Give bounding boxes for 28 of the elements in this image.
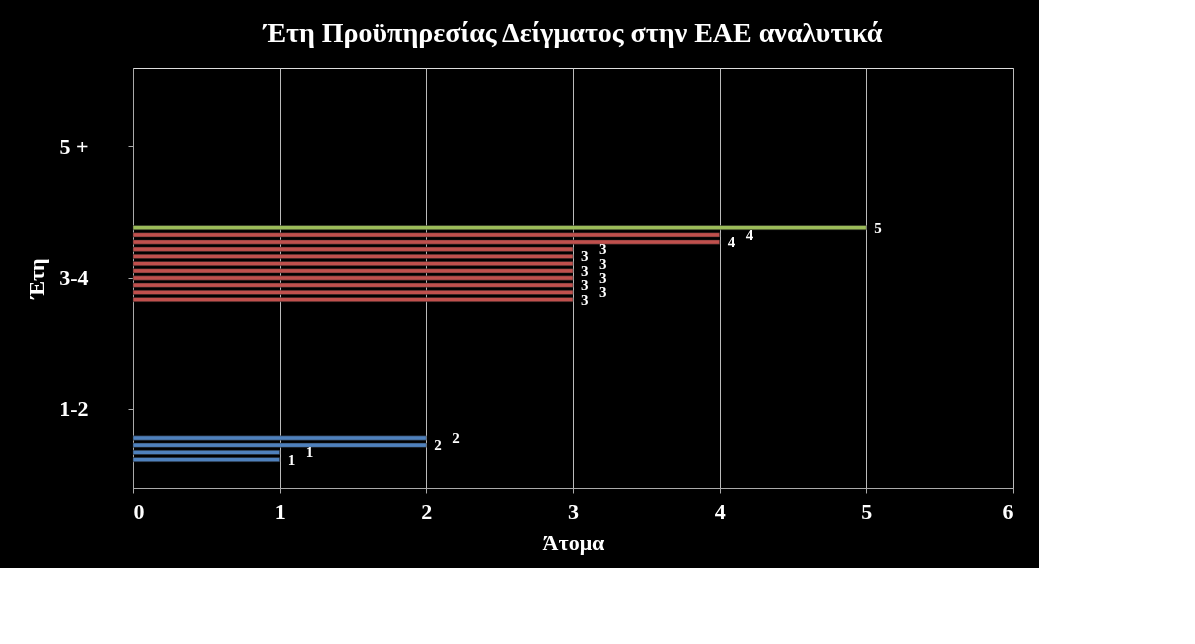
data-label: 3 bbox=[599, 270, 607, 286]
data-label: 3 bbox=[581, 291, 589, 308]
x-tick-label: 3 bbox=[568, 498, 579, 524]
data-label: 5 bbox=[874, 219, 882, 236]
y-tick-label: 3-4 bbox=[59, 265, 89, 290]
data-label: 3 bbox=[599, 241, 607, 258]
data-label: 4 bbox=[727, 234, 736, 251]
x-axis-title: Άτομα bbox=[542, 529, 606, 555]
y-axis-title: Έτη bbox=[24, 258, 50, 300]
x-tick-label: 5 bbox=[861, 498, 873, 524]
data-label: 3 bbox=[599, 255, 607, 272]
data-label: 1 bbox=[287, 451, 296, 468]
data-label: 3 bbox=[599, 284, 607, 301]
y-tick-label: 5 + bbox=[59, 133, 89, 159]
x-tick-label: 1 bbox=[274, 498, 286, 524]
x-tick-label: 0 bbox=[133, 498, 145, 524]
data-label: 4 bbox=[745, 226, 754, 243]
x-tick-label: 6 bbox=[1002, 498, 1014, 524]
data-label: 2 bbox=[434, 437, 442, 454]
chart-title: Έτη Προϋπηρεσίας Δείγματος στην ΕΑΕ αναλυτικά bbox=[261, 17, 883, 48]
data-label: 3 bbox=[581, 277, 589, 294]
data-label: 3 bbox=[581, 262, 589, 279]
x-tick-label: 4 bbox=[714, 498, 726, 524]
y-tick-label: 1-2 bbox=[59, 396, 89, 422]
data-label: 2 bbox=[452, 430, 460, 447]
data-label: 1 bbox=[305, 444, 314, 461]
data-label: 3 bbox=[581, 248, 589, 265]
x-tick-label: 2 bbox=[421, 498, 433, 524]
